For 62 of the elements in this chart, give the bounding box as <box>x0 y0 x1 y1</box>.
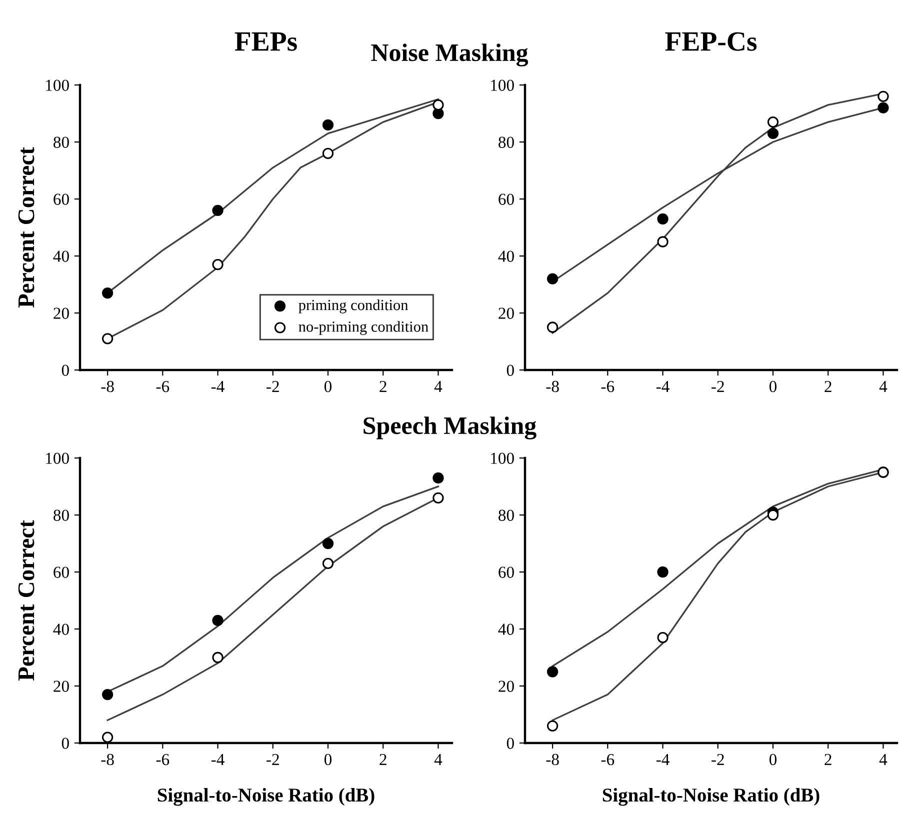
chart-subtitle: Speech Masking <box>364 416 536 440</box>
x-tick-label: -4 <box>656 381 670 392</box>
x-tick-label: 4 <box>879 754 888 765</box>
y-axis-title: Percent Correct <box>18 147 34 308</box>
y-tick-label: 20 <box>498 680 514 692</box>
x-tick-label: 4 <box>434 381 442 392</box>
x-axis-title: Signal-to-Noise Ratio (dB) <box>602 788 820 806</box>
y-tick-label: 80 <box>54 510 69 521</box>
x-tick-label: 2 <box>824 754 832 765</box>
x-tick-label: 0 <box>769 754 777 766</box>
y-tick-label: 40 <box>498 624 514 635</box>
legend-label: priming condition <box>298 299 408 314</box>
y-tick-label: 100 <box>46 452 69 464</box>
y-tick-label: 60 <box>54 194 69 205</box>
x-tick-label: -8 <box>101 380 114 392</box>
x-tick-label: -6 <box>601 380 614 392</box>
y-axis-title: Percent Correct <box>18 520 34 681</box>
x-tick-label: -4 <box>656 754 670 765</box>
y-tick-label: 0 <box>62 738 69 749</box>
x-tick-label: -6 <box>156 380 170 392</box>
chart-title: FEPs <box>234 32 297 51</box>
x-tick-label: -8 <box>546 380 559 392</box>
chart-subtitle: Noise Masking <box>371 44 528 66</box>
y-tick-label: 80 <box>498 136 514 148</box>
y-tick-label: 20 <box>498 308 514 319</box>
y-tick-label: 40 <box>53 624 69 635</box>
x-tick-label: 2 <box>380 754 386 765</box>
y-tick-label: 60 <box>498 566 514 578</box>
x-tick-label: 0 <box>769 380 777 392</box>
x-tick-label: 4 <box>879 381 888 392</box>
y-tick-label: 40 <box>498 250 514 262</box>
chart-title: FEP-Cs <box>665 32 757 51</box>
x-tick-label: -4 <box>211 381 224 392</box>
y-tick-label: 40 <box>53 250 69 262</box>
x-tick-label: -2 <box>712 380 724 392</box>
y-tick-label: 100 <box>491 452 514 464</box>
y-tick-label: 0 <box>506 364 514 376</box>
y-tick-label: 20 <box>54 308 69 319</box>
x-tick-label: 2 <box>824 380 832 392</box>
x-tick-label: 0 <box>324 380 332 392</box>
y-tick-label: 100 <box>491 80 514 91</box>
x-tick-label: -6 <box>601 754 614 766</box>
x-tick-label: 4 <box>434 754 442 765</box>
y-tick-label: 80 <box>498 510 514 521</box>
x-tick-label: -6 <box>156 754 170 766</box>
x-tick-label: -2 <box>266 380 279 392</box>
y-tick-label: 80 <box>54 136 69 148</box>
x-tick-label: -8 <box>546 754 559 766</box>
x-tick-label: -2 <box>266 754 279 765</box>
x-tick-label: -8 <box>101 754 114 766</box>
y-tick-label: 20 <box>54 680 69 692</box>
x-tick-label: 0 <box>324 754 332 766</box>
legend-label: no-priming condition <box>298 321 428 335</box>
y-tick-label: 0 <box>62 364 69 376</box>
x-axis-title: Signal-to-Noise Ratio (dB) <box>158 788 374 806</box>
y-tick-label: 0 <box>506 738 514 749</box>
y-tick-label: 100 <box>46 80 69 91</box>
x-tick-label: -2 <box>712 754 724 765</box>
x-tick-label: 2 <box>380 380 386 392</box>
y-tick-label: 60 <box>54 566 69 578</box>
y-tick-label: 60 <box>498 194 514 205</box>
x-tick-label: -4 <box>211 754 224 765</box>
